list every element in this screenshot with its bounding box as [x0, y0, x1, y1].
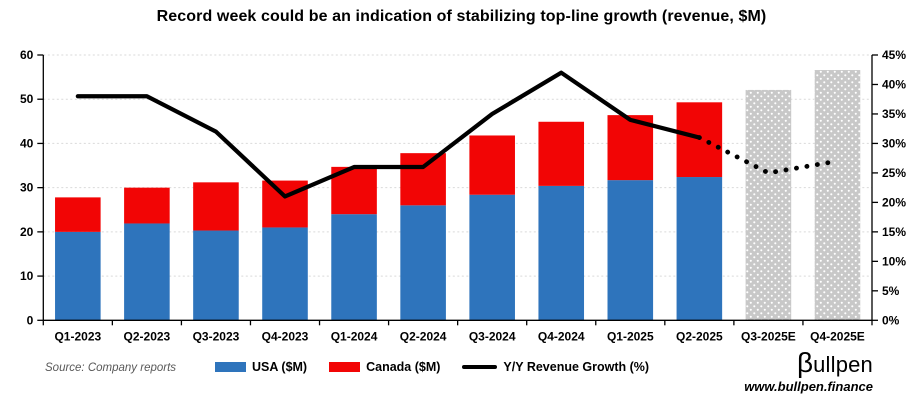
bar-canada: [469, 135, 515, 195]
x-tick-label: Q3-2024: [469, 329, 516, 343]
bar-canada: [607, 115, 654, 181]
legend-item-growth: Y/Y Revenue Growth (%): [462, 360, 649, 374]
legend-label-canada: Canada ($M): [366, 360, 441, 374]
x-tick-label: Q4-2025E: [810, 329, 865, 343]
brand-rest: ullpen: [813, 352, 873, 377]
x-tick-label: Q1-2025: [607, 329, 654, 343]
legend-label-growth: Y/Y Revenue Growth (%): [503, 360, 650, 374]
axis-labels: 0 10 20 30 40 50 60 0% 5% 10% 15% 20% 25% 30% 35% 40% 45…: [20, 48, 906, 343]
y-right-tick-label: 10%: [882, 254, 906, 268]
usa-swatch-icon: [215, 362, 246, 372]
y-left-tick-label: 30: [20, 181, 34, 195]
revenue-bars: [55, 70, 861, 321]
bar-canada: [124, 187, 170, 224]
brand-wordmark: βullpen: [744, 349, 873, 377]
y-right-tick-label: 35%: [882, 107, 906, 121]
y-right-tick-label: 40%: [882, 77, 906, 91]
brand-site-url: www.bullpen.finance: [744, 379, 873, 394]
x-tick-label: Q3-2023: [193, 329, 240, 343]
bar-usa: [676, 177, 723, 321]
y-left-tick-label: 60: [20, 48, 34, 62]
growth-line-swatch-icon: [462, 364, 498, 370]
bar-estimate: [814, 70, 861, 321]
brand-logo: βullpen www.bullpen.finance: [744, 349, 873, 394]
bar-usa: [400, 205, 446, 321]
x-tick-label: Q1-2023: [54, 329, 101, 343]
bar-usa: [469, 194, 515, 321]
canada-swatch-icon: [329, 362, 361, 372]
x-tick-label: Q2-2023: [124, 329, 171, 343]
growth-line: [75, 70, 702, 199]
bar-estimate: [745, 89, 792, 321]
y-right-tick-label: 0%: [882, 313, 900, 327]
axes: [37, 54, 878, 326]
y-right-tick-label: 45%: [882, 48, 906, 62]
y-left-tick-label: 20: [20, 225, 34, 239]
y-left-tick-label: 0: [27, 313, 34, 327]
y-right-tick-label: 5%: [882, 284, 900, 298]
y-right-tick-label: 15%: [882, 225, 906, 239]
bar-canada: [538, 121, 585, 186]
legend-item-usa: USA ($M): [215, 360, 307, 374]
x-tick-label: Q2-2024: [400, 329, 447, 343]
bar-canada: [55, 197, 101, 232]
y-right-tick-label: 25%: [882, 166, 906, 180]
legend: USA ($M) Canada ($M) Y/Y Revenue Growth …: [215, 360, 649, 374]
gridlines: [43, 54, 872, 277]
bar-usa: [331, 214, 377, 321]
y-left-tick-label: 40: [20, 136, 34, 150]
bar-usa: [607, 180, 654, 321]
bar-canada: [193, 182, 239, 231]
legend-label-usa: USA ($M): [252, 360, 308, 374]
y-left-tick-label: 50: [20, 92, 34, 106]
x-tick-label: Q3-2025E: [741, 329, 796, 343]
source-note: Source: Company reports: [45, 362, 177, 374]
x-tick-label: Q2-2025: [676, 329, 723, 343]
bar-usa: [124, 223, 170, 321]
y-right-tick-label: 30%: [882, 136, 906, 150]
y-right-tick-label: 20%: [882, 195, 906, 209]
brand-beta-glyph: β: [796, 347, 814, 378]
bar-usa: [193, 230, 239, 321]
bar-usa: [262, 227, 308, 321]
chart-title: Record week could be an indication of st…: [156, 8, 767, 25]
bar-usa: [538, 185, 585, 321]
x-tick-label: Q1-2024: [331, 329, 378, 343]
x-tick-label: Q4-2023: [262, 329, 309, 343]
legend-item-canada: Canada ($M): [329, 360, 440, 374]
bar-usa: [55, 231, 101, 321]
bar-canada: [400, 153, 446, 206]
x-tick-label: Q4-2024: [538, 329, 585, 343]
y-left-tick-label: 10: [20, 269, 34, 283]
